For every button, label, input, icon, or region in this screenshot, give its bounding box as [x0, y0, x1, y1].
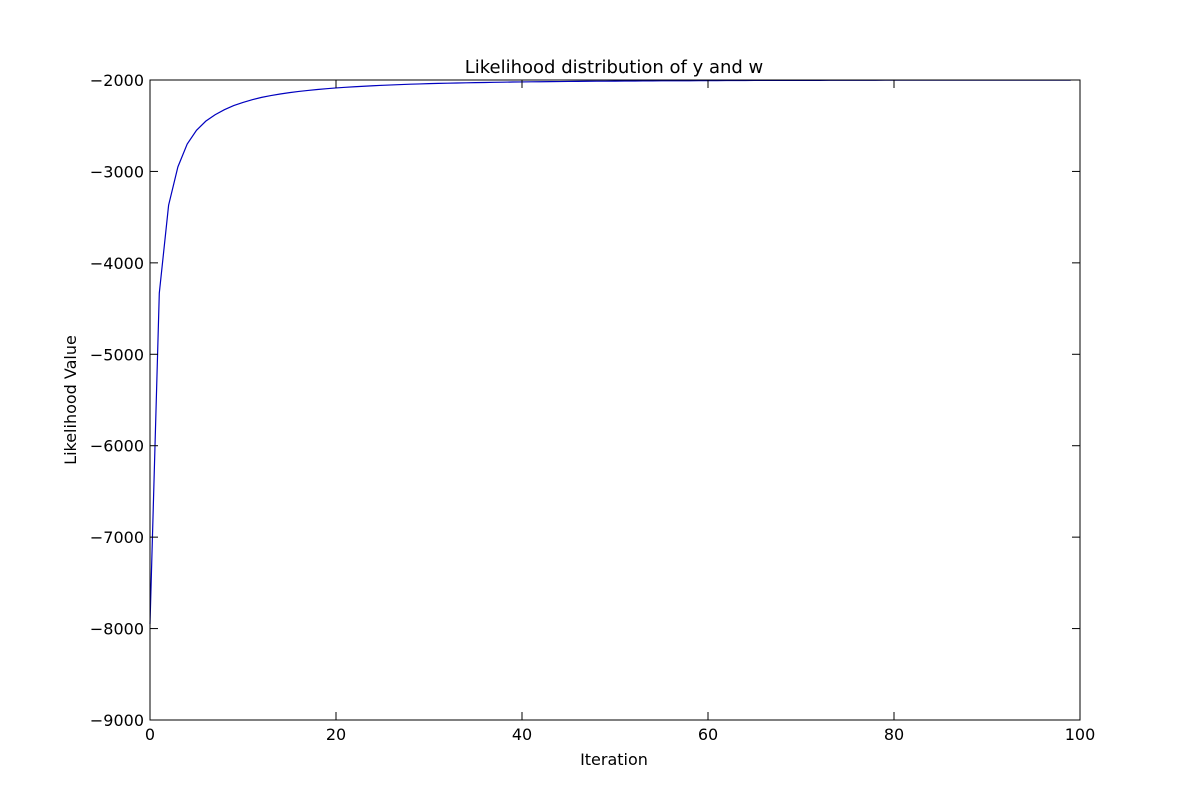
chart-title: Likelihood distribution of y and w — [465, 57, 764, 78]
x-tick-label: 20 — [326, 725, 346, 744]
plot-frame — [149, 79, 1081, 721]
plot-area — [149, 79, 1081, 721]
y-tick-label: −5000 — [90, 345, 144, 364]
x-tick-label: 40 — [512, 725, 532, 744]
x-tick-label: 60 — [698, 725, 718, 744]
y-tick-label: −9000 — [90, 711, 144, 730]
y-axis-label: Likelihood Value — [61, 335, 80, 465]
x-axis-label: Iteration — [580, 750, 648, 769]
y-tick-label: −4000 — [90, 254, 144, 273]
y-tick-label: −2000 — [90, 71, 144, 90]
x-tick-label: 80 — [884, 725, 904, 744]
y-axis-ticks: −9000 −8000 −7000 −6000 −5000 −4000 −3000 −2000 — [90, 71, 1080, 730]
x-tick-label: 0 — [145, 725, 155, 744]
x-tick-label: 100 — [1065, 725, 1096, 744]
y-tick-label: −6000 — [90, 437, 144, 456]
y-tick-label: −8000 — [90, 620, 144, 639]
y-tick-label: −7000 — [90, 528, 144, 547]
y-tick-label: −3000 — [90, 162, 144, 181]
x-axis-ticks: 0 20 40 60 80 100 — [145, 80, 1095, 744]
